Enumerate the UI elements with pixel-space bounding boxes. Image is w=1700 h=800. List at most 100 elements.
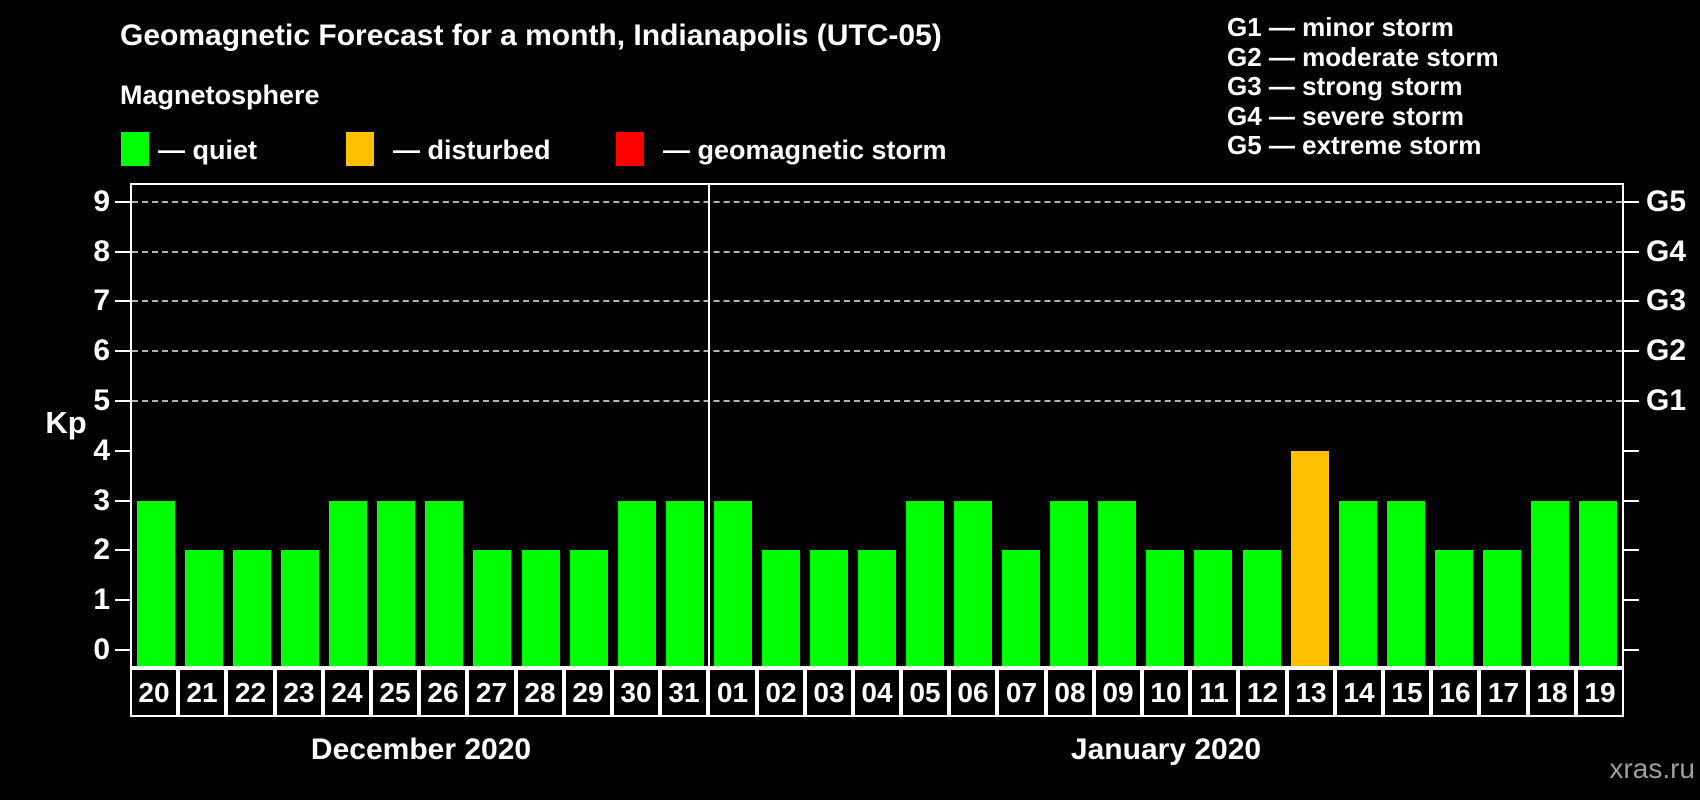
kp-tick-label-1: 1 xyxy=(93,583,110,617)
kp-tick-left-5 xyxy=(115,400,130,402)
storm-scale-legend: G1 — minor storm G2 — moderate storm G3 … xyxy=(1227,12,1499,161)
chart-title: Geomagnetic Forecast for a month, Indian… xyxy=(120,19,942,52)
day-label-15-m1: 15 xyxy=(1383,668,1431,717)
gridline-kp-6 xyxy=(132,350,1622,353)
bar-day-10-m1 xyxy=(1146,550,1185,666)
bar-day-12-m1 xyxy=(1242,550,1281,666)
bar-day-06-m1 xyxy=(954,500,993,666)
kp-tick-left-7 xyxy=(115,300,130,303)
bar-day-26-m0 xyxy=(425,500,464,666)
day-label-07-m1: 07 xyxy=(997,668,1046,717)
kp-tick-label-7: 7 xyxy=(93,284,110,318)
bar-day-22-m0 xyxy=(233,550,272,666)
day-label-08-m1: 08 xyxy=(1046,668,1094,717)
day-label-13-m1: 13 xyxy=(1287,668,1335,717)
day-label-31-m0: 31 xyxy=(660,668,708,717)
day-label-02-m1: 02 xyxy=(757,668,805,717)
day-label-29-m0: 29 xyxy=(564,668,612,717)
day-label-12-m1: 12 xyxy=(1238,668,1287,717)
kp-tick-left-1 xyxy=(115,599,130,602)
kp-tick-left-4 xyxy=(115,449,130,452)
day-label-28-m0: 28 xyxy=(516,668,564,717)
day-label-04-m1: 04 xyxy=(853,668,901,717)
month-label-december: December 2020 xyxy=(310,733,532,766)
g5-legend-line: G5 — extreme storm xyxy=(1227,130,1482,160)
day-label-05-m1: 05 xyxy=(901,668,949,717)
bar-day-21-m0 xyxy=(185,550,224,666)
bar-day-04-m1 xyxy=(858,550,896,666)
bar-day-31-m0 xyxy=(665,500,704,666)
kp-tick-label-2: 2 xyxy=(93,533,110,567)
kp-tick-right-9 xyxy=(1624,200,1639,203)
g-axis-label-g2: G2 xyxy=(1646,334,1687,368)
month-label-january: January 2020 xyxy=(1070,733,1262,766)
bar-day-09-m1 xyxy=(1098,500,1137,666)
kp-tick-left-8 xyxy=(115,250,130,253)
day-label-25-m0: 25 xyxy=(371,668,419,717)
g1-legend-line: G1 — minor storm xyxy=(1227,12,1454,42)
kp-tick-label-6: 6 xyxy=(93,334,110,368)
day-label-01-m1: 01 xyxy=(708,668,757,717)
day-label-06-m1: 06 xyxy=(949,668,997,717)
bar-day-01-m1 xyxy=(713,500,752,666)
bar-day-14-m1 xyxy=(1338,500,1377,666)
bar-day-28-m0 xyxy=(521,550,560,666)
day-label-26-m0: 26 xyxy=(419,668,467,717)
g-axis-label-g3: G3 xyxy=(1646,284,1687,318)
month-separator xyxy=(707,185,710,666)
kp-tick-right-8 xyxy=(1624,250,1639,253)
bar-day-19-m1 xyxy=(1578,500,1617,666)
day-label-30-m0: 30 xyxy=(612,668,660,717)
kp-tick-right-2 xyxy=(1624,549,1639,552)
plot-area xyxy=(130,183,1624,668)
kp-tick-right-3 xyxy=(1624,499,1639,502)
gridline-kp-9 xyxy=(132,200,1622,203)
kp-tick-right-0 xyxy=(1624,649,1639,651)
g-axis-label-g1: G1 xyxy=(1646,384,1687,417)
day-label-18-m1: 18 xyxy=(1528,668,1576,717)
kp-tick-label-9: 9 xyxy=(93,184,110,218)
bar-day-24-m0 xyxy=(329,500,368,666)
day-label-23-m0: 23 xyxy=(275,668,323,717)
kp-tick-left-2 xyxy=(115,549,130,552)
bar-day-27-m0 xyxy=(473,550,512,666)
kp-tick-left-9 xyxy=(115,200,130,203)
kp-tick-label-3: 3 xyxy=(93,483,110,517)
kp-tick-left-6 xyxy=(115,350,130,353)
bar-day-13-m1 xyxy=(1290,450,1329,666)
day-label-20-m0: 20 xyxy=(130,668,178,717)
kp-axis-title: Kp xyxy=(45,405,87,440)
bar-day-23-m0 xyxy=(281,550,320,666)
gridline-kp-5 xyxy=(132,400,1622,402)
bar-day-07-m1 xyxy=(1002,550,1041,666)
kp-tick-label-4: 4 xyxy=(93,433,110,467)
kp-tick-left-3 xyxy=(115,499,130,502)
bar-day-15-m1 xyxy=(1386,500,1425,666)
day-label-16-m1: 16 xyxy=(1431,668,1479,717)
bar-day-29-m0 xyxy=(569,550,608,666)
g2-legend-line: G2 — moderate storm xyxy=(1227,41,1499,72)
gridline-kp-8 xyxy=(132,250,1622,253)
storm-legend-swatch xyxy=(616,132,644,166)
day-label-09-m1: 09 xyxy=(1094,668,1142,717)
kp-tick-label-0: 0 xyxy=(93,633,110,666)
day-label-11-m1: 11 xyxy=(1190,668,1238,717)
kp-tick-right-1 xyxy=(1624,599,1639,602)
kp-tick-right-4 xyxy=(1624,449,1639,452)
kp-tick-label-8: 8 xyxy=(93,234,110,268)
kp-tick-right-5 xyxy=(1624,400,1639,402)
day-label-03-m1: 03 xyxy=(805,668,853,717)
watermark: xras.ru xyxy=(1609,753,1695,784)
g4-legend-line: G4 — severe storm xyxy=(1227,100,1465,131)
day-label-24-m0: 24 xyxy=(323,668,371,717)
day-label-21-m0: 21 xyxy=(178,668,226,717)
disturbed-legend-label: — disturbed xyxy=(393,135,551,165)
kp-tick-label-5: 5 xyxy=(93,384,110,417)
day-label-14-m1: 14 xyxy=(1335,668,1383,717)
day-label-27-m0: 27 xyxy=(467,668,516,717)
magnetosphere-legend-heading: Magnetosphere xyxy=(120,80,320,110)
quiet-legend-swatch xyxy=(121,132,149,166)
bar-day-30-m0 xyxy=(617,500,656,666)
bar-day-16-m1 xyxy=(1434,550,1473,666)
bar-day-17-m1 xyxy=(1482,550,1521,666)
